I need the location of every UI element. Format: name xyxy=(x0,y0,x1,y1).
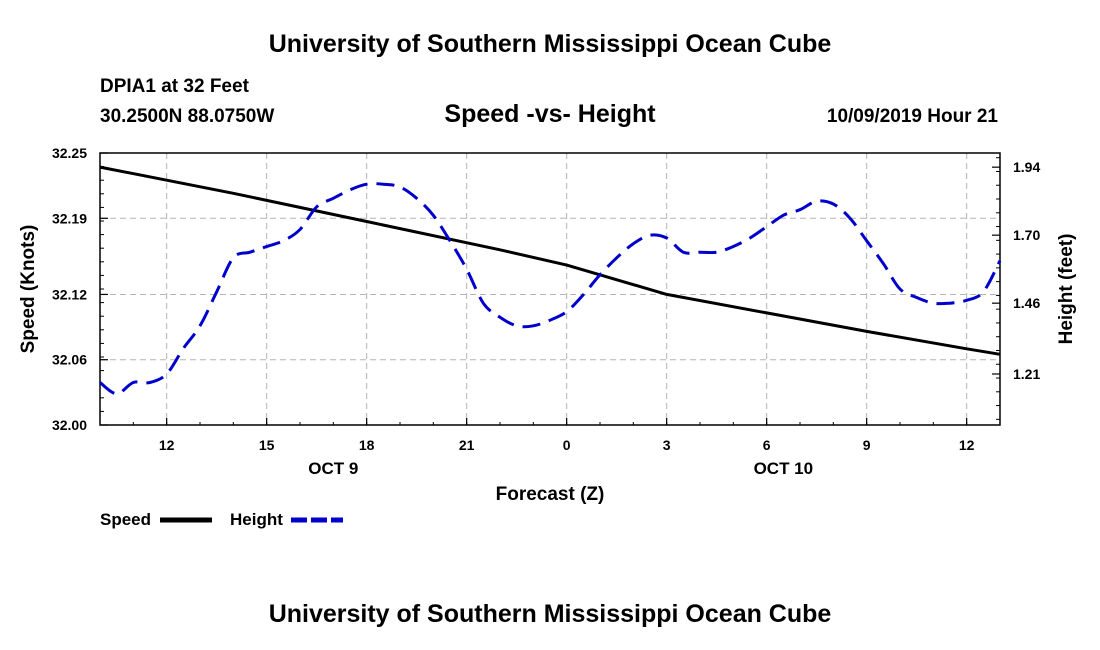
legend-label-height: Height xyxy=(230,510,283,529)
forecast-datetime: 10/09/2019 Hour 21 xyxy=(826,106,998,127)
x-tick-label: 9 xyxy=(863,437,871,453)
chart-main-title: University of Southern Mississippi Ocean… xyxy=(268,30,832,58)
x-tick-label: 12 xyxy=(159,437,175,453)
y-left-tick-label: 32.00 xyxy=(52,417,87,433)
x-date-label: OCT 10 xyxy=(754,459,814,478)
series-line-speed xyxy=(99,165,1001,356)
y-left-tick-label: 32.12 xyxy=(52,286,87,302)
y-left-tick-label: 32.25 xyxy=(52,145,87,161)
x-tick-label: 0 xyxy=(563,437,571,453)
y-left-tick-label: 32.19 xyxy=(52,210,87,226)
chart-subtitle: Speed -vs- Height xyxy=(444,100,656,128)
y-axis-left-title: Speed (Knots) xyxy=(18,225,39,354)
y-right-tick-label: 1.46 xyxy=(1013,295,1040,311)
y-left-tick-label: 32.06 xyxy=(52,352,87,368)
x-tick-label: 6 xyxy=(763,437,771,453)
axis-ticks: 12 15 18 21 0 3 6 9 12 OCT 9 OCT 10 32.00 32.06 32.12… xyxy=(52,145,1041,478)
y-axis-right-title: Height (feet) xyxy=(1056,234,1077,345)
x-tick-label: 15 xyxy=(259,437,275,453)
x-tick-label: 3 xyxy=(663,437,671,453)
legend: Speed Height xyxy=(100,510,343,529)
x-tick-label: 18 xyxy=(359,437,375,453)
x-date-label: OCT 9 xyxy=(308,459,358,478)
x-axis-title: Forecast (Z) xyxy=(496,484,605,505)
coordinates-label: 30.2500N 88.0750W xyxy=(100,106,275,127)
chart-footer-title: University of Southern Mississippi Ocean… xyxy=(268,600,832,628)
legend-label-speed: Speed xyxy=(100,510,151,529)
series-line-height xyxy=(99,182,1002,396)
y-right-tick-label: 1.21 xyxy=(1013,366,1040,382)
x-tick-label: 12 xyxy=(959,437,975,453)
chart-grid xyxy=(100,153,1000,425)
x-tick-label: 21 xyxy=(459,437,475,453)
station-label: DPIA1 at 32 Feet xyxy=(100,76,249,97)
y-right-tick-label: 1.70 xyxy=(1013,227,1040,243)
y-right-tick-label: 1.94 xyxy=(1013,159,1040,175)
series-layer xyxy=(99,165,1002,396)
